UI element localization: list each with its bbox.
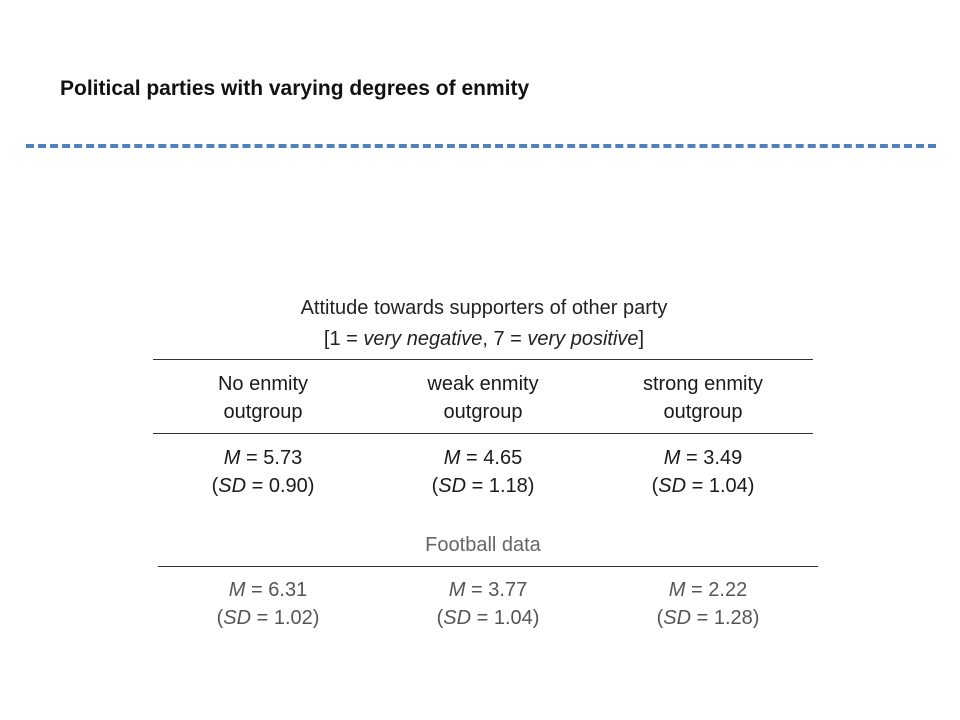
sd-value: (SD = 1.18)	[431, 475, 535, 497]
mean-value: M = 3.77	[448, 579, 528, 601]
party-cell-weak-enmity: M = 4.65 (SD = 1.18)	[373, 444, 593, 500]
sd-value: (SD = 1.04)	[436, 607, 540, 629]
table-top-rule	[153, 359, 813, 360]
caption-scale-high: very positive	[527, 328, 639, 350]
sd-value: (SD = 1.04)	[651, 475, 755, 497]
caption-line-1: Attitude towards supporters of other par…	[300, 297, 668, 319]
football-data-row: M = 6.31 (SD = 1.02) M = 3.77 (SD = 1.04…	[158, 576, 818, 632]
mean-value: M = 6.31	[228, 579, 308, 601]
dashed-divider	[26, 144, 936, 148]
football-data-label: Football data	[425, 534, 541, 556]
header-line: outgroup	[223, 401, 303, 423]
mean-value: M = 5.73	[223, 447, 303, 469]
header-line: strong enmity	[642, 373, 764, 395]
football-cell-no-enmity: M = 6.31 (SD = 1.02)	[158, 576, 378, 632]
column-header-no-enmity: No enmity outgroup	[153, 370, 373, 426]
caption-scale-low: very negative	[363, 328, 483, 350]
mean-value: M = 2.22	[668, 579, 748, 601]
football-top-rule	[158, 566, 818, 567]
header-line: outgroup	[663, 401, 743, 423]
column-header-weak-enmity: weak enmity outgroup	[373, 370, 593, 426]
party-cell-strong-enmity: M = 3.49 (SD = 1.04)	[593, 444, 813, 500]
caption-bracket-close: ]	[638, 328, 645, 350]
header-line: No enmity	[217, 373, 309, 395]
caption-scale-mid: , 7 =	[482, 328, 528, 350]
header-bottom-rule	[153, 433, 813, 434]
sd-value: (SD = 1.28)	[656, 607, 760, 629]
mean-value: M = 3.49	[663, 447, 743, 469]
party-cell-no-enmity: M = 5.73 (SD = 0.90)	[153, 444, 373, 500]
header-line: outgroup	[443, 401, 523, 423]
party-data-row: M = 5.73 (SD = 0.90) M = 4.65 (SD = 1.18…	[153, 444, 813, 500]
caption-bracket-open: [1 =	[323, 328, 364, 350]
caption-line-2: [1 = very negative, 7 = very positive]	[150, 324, 818, 355]
column-header-row: No enmity outgroup weak enmity outgroup …	[153, 370, 813, 426]
table-caption: Attitude towards supporters of other par…	[150, 293, 818, 355]
football-cell-strong-enmity: M = 2.22 (SD = 1.28)	[598, 576, 818, 632]
sd-value: (SD = 1.02)	[216, 607, 320, 629]
mean-value: M = 4.65	[443, 447, 523, 469]
header-line: weak enmity	[427, 373, 539, 395]
football-cell-weak-enmity: M = 3.77 (SD = 1.04)	[378, 576, 598, 632]
sd-value: (SD = 0.90)	[211, 475, 315, 497]
column-header-strong-enmity: strong enmity outgroup	[593, 370, 813, 426]
slide-title: Political parties with varying degrees o…	[60, 77, 530, 100]
